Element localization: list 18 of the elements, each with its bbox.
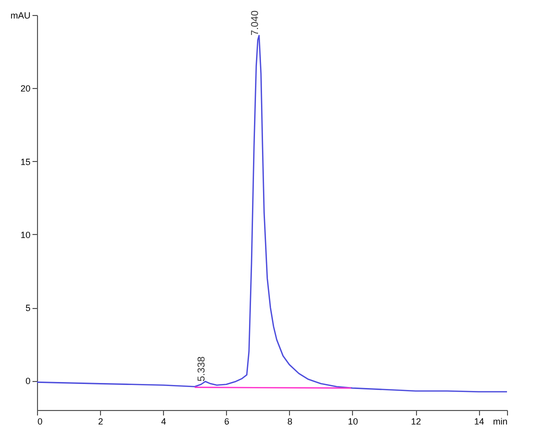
line-series <box>37 34 507 392</box>
x-tick-label: 0 <box>38 416 43 426</box>
x-tick-label: 8 <box>287 416 292 426</box>
x-tick-label: 14 <box>474 416 484 426</box>
annotation: 5.338 <box>196 356 208 382</box>
y-tick-label: 0 <box>25 376 30 386</box>
x-tick-label: 4 <box>161 416 166 426</box>
x-tick-label: 12 <box>411 416 422 426</box>
y-tick-label: 15 <box>20 156 30 167</box>
y-tick-label: 5 <box>25 303 30 314</box>
y-tick-label: mAU <box>10 10 30 20</box>
x-tick-label: 6 <box>224 416 230 426</box>
x-tick-label: 10 <box>348 416 358 426</box>
x-tick-label: min <box>492 416 508 426</box>
y-tick-label: 10 <box>20 230 30 240</box>
annotation: 7.040 <box>250 10 262 36</box>
y-tick-label: 20 <box>20 84 30 94</box>
x-tick-label: 2 <box>98 416 104 426</box>
